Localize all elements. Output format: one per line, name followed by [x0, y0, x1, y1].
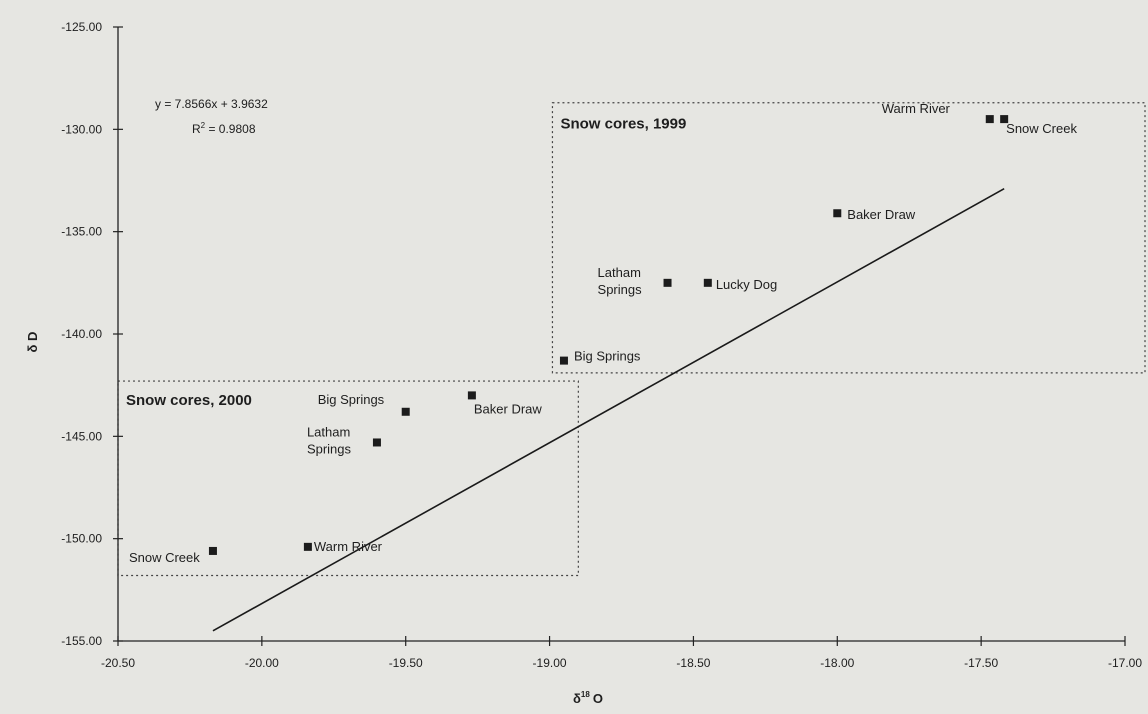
y-tick-label: -150.00	[61, 532, 102, 546]
data-point	[833, 209, 842, 218]
data-point	[1000, 115, 1009, 124]
point-label: Baker Draw	[474, 401, 543, 416]
point-label: Warm River	[882, 101, 951, 116]
x-tick-label: -18.00	[820, 656, 854, 670]
trendline	[212, 187, 1005, 632]
trendline-layer	[212, 187, 1005, 632]
data-point	[303, 542, 312, 551]
trend-r-squared: R2 = 0.9808	[192, 121, 256, 136]
data-point	[663, 278, 672, 287]
data-point	[372, 438, 381, 447]
data-point	[208, 546, 217, 555]
point-label: Snow Creek	[129, 550, 200, 565]
y-tick-label: -130.00	[61, 122, 102, 136]
data-points	[208, 115, 1009, 555]
data-point	[401, 407, 410, 416]
x-tick-label: -19.50	[389, 656, 423, 670]
x-tick-label: -19.00	[533, 656, 567, 670]
point-label: Latham Springs	[307, 424, 352, 456]
point-label: Snow Creek	[1006, 121, 1077, 136]
point-label: Latham Springs	[598, 265, 643, 297]
x-tick-label: -17.00	[1108, 656, 1142, 670]
data-point	[467, 391, 476, 400]
group-title: Snow cores, 2000	[126, 392, 252, 409]
axes: -20.50 -20.00 -19.50 -19.00 -18.50 -18.00 -17.…	[61, 20, 1142, 670]
x-tick-label: -17.50	[964, 656, 998, 670]
y-tick-label: -140.00	[61, 327, 102, 341]
y-tick-label: -155.00	[61, 634, 102, 648]
y-tick-label: -135.00	[61, 225, 102, 239]
group-boxes: Snow cores, 1999 Snow cores, 2000	[117, 102, 1146, 577]
x-tick-label: -20.00	[245, 656, 279, 670]
x-axis-title: δ18 O	[573, 690, 603, 706]
trend-equation: y = 7.8566x + 3.9632	[155, 97, 268, 111]
data-point	[559, 356, 568, 365]
point-label: Lucky Dog	[716, 277, 777, 292]
y-tick-label: -145.00	[61, 429, 102, 443]
x-tick-label: -18.50	[676, 656, 710, 670]
point-label: Baker Draw	[847, 207, 916, 222]
group-box	[551, 102, 1146, 374]
y-axis-title: δ D	[25, 332, 40, 353]
point-label: Big Springs	[574, 349, 641, 364]
point-label: Warm River	[314, 539, 383, 554]
data-point	[985, 115, 994, 124]
x-tick-label: -20.50	[101, 656, 135, 670]
group-box	[117, 380, 579, 577]
group-title: Snow cores, 1999	[560, 116, 686, 133]
data-point	[703, 278, 712, 287]
point-label: Big Springs	[318, 392, 385, 407]
point-labels: Warm River Snow Creek Baker Draw Latham Spri…	[129, 101, 1078, 565]
y-tick-label: -125.00	[61, 20, 102, 34]
